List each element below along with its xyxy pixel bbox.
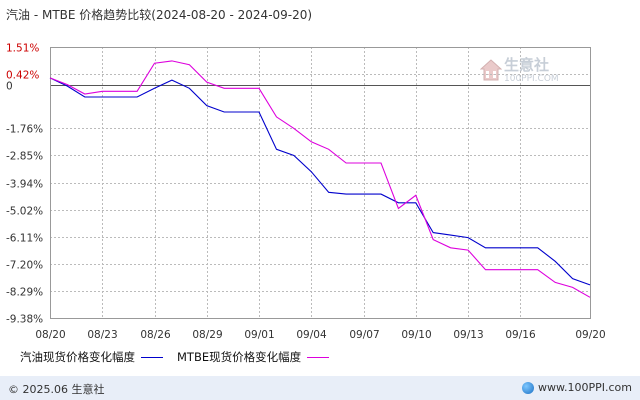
footer-link[interactable]: www.100PPI.com bbox=[522, 381, 632, 394]
footer: © 2025.06 生意社 www.100PPI.com bbox=[0, 376, 640, 400]
plot-frame bbox=[50, 47, 591, 319]
x-tick-label: 09/10 bbox=[401, 329, 431, 341]
legend-item-gasoline: 汽油现货价格变化幅度 bbox=[20, 349, 163, 365]
y-tick-label: 1.51% bbox=[6, 43, 39, 55]
x-tick-label: 09/04 bbox=[296, 329, 327, 341]
legend-label-gasoline: 汽油现货价格变化幅度 bbox=[20, 350, 135, 364]
y-tick-label: -2.85% bbox=[6, 151, 43, 163]
line-chart: 1.51% 0.42%0 -1.76% -2.85% -3.94% -5.02% -6.11… bbox=[6, 43, 606, 342]
globe-icon bbox=[522, 381, 535, 394]
grid bbox=[50, 47, 590, 319]
copyright: © 2025.06 生意社 bbox=[8, 383, 105, 396]
x-tick-label: 08/29 bbox=[192, 329, 222, 341]
x-tick-label: 09/13 bbox=[453, 329, 483, 341]
legend-item-mtbe: MTBE现货价格变化幅度 bbox=[177, 349, 330, 365]
y-tick-label: -1.76% bbox=[6, 124, 43, 136]
y-tick-label: 0.42% bbox=[6, 70, 39, 82]
legend-label-mtbe: MTBE现货价格变化幅度 bbox=[177, 350, 302, 364]
y-tick-label: -5.02% bbox=[6, 206, 43, 218]
legend: 汽油现货价格变化幅度 MTBE现货价格变化幅度 bbox=[20, 349, 343, 365]
x-tick-label: 09/07 bbox=[349, 329, 379, 341]
axes bbox=[50, 47, 591, 319]
series-line-mtbe bbox=[49, 60, 591, 298]
y-tick-label: -7.20% bbox=[6, 260, 43, 272]
x-tick-label: 08/20 bbox=[35, 329, 65, 341]
x-tick-label: 08/26 bbox=[140, 329, 171, 341]
watermark-url: 100PPI.COM bbox=[504, 74, 559, 84]
y-tick-label: 0 bbox=[6, 81, 13, 93]
y-tick-label: -8.29% bbox=[6, 287, 43, 299]
x-tick-label: 09/20 bbox=[575, 329, 605, 341]
x-tick-label: 09/01 bbox=[244, 329, 274, 341]
legend-swatch-gasoline bbox=[141, 356, 163, 358]
footer-url-text[interactable]: www.100PPI.com bbox=[538, 381, 632, 394]
watermark-name: 生意社 bbox=[504, 56, 550, 74]
y-tick-label: -9.38% bbox=[6, 314, 43, 326]
legend-swatch-mtbe bbox=[307, 356, 330, 358]
series-lines bbox=[49, 60, 591, 298]
y-tick-label: -6.11% bbox=[6, 233, 43, 245]
tick-labels: 1.51% 0.42%0 -1.76% -2.85% -3.94% -5.02% -6.11… bbox=[6, 43, 606, 342]
y-tick-label: -3.94% bbox=[6, 179, 43, 191]
chart-title: 汽油 - MTBE 价格趋势比较(2024-08-20 - 2024-09-20… bbox=[6, 8, 313, 22]
x-tick-label: 08/23 bbox=[87, 329, 117, 341]
series-line-gasoline bbox=[49, 77, 591, 286]
x-tick-label: 09/16 bbox=[505, 329, 536, 341]
